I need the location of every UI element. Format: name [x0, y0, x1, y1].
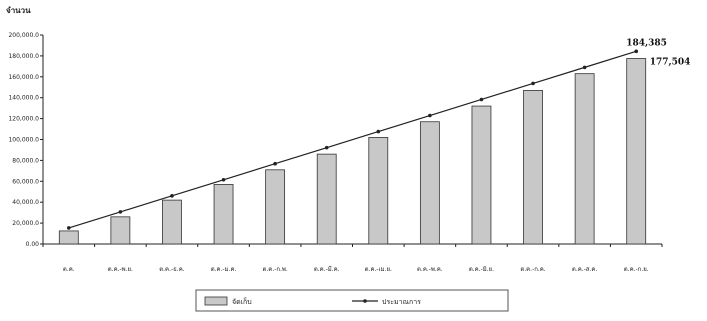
legend-line-marker	[363, 299, 367, 303]
x-tick-label: ต.ค.-ก.ค.	[520, 266, 545, 273]
line-point	[634, 49, 639, 54]
x-tick-label: ต.ค.	[63, 266, 75, 273]
line-point	[376, 129, 381, 134]
bar	[523, 89, 543, 245]
y-tick-label: 100,000.0	[8, 137, 39, 144]
x-tick-label: ต.ค.-พ.ค.	[417, 266, 443, 273]
bar	[265, 169, 286, 245]
y-tick-label: 140,000.0	[8, 95, 39, 102]
x-tick-label: ต.ค.-ธ.ค.	[159, 266, 184, 273]
line-point	[324, 145, 329, 150]
x-tick-label: ต.ค.-ส.ค.	[572, 266, 597, 273]
line-point	[170, 194, 174, 198]
line-point	[221, 177, 226, 182]
y-tick-label: 180,000.0	[8, 53, 39, 60]
bar	[110, 216, 131, 245]
line-point	[531, 81, 535, 86]
line-point	[118, 210, 123, 214]
line-point	[273, 161, 277, 166]
x-tick-label: ต.ค.-ก.พ.	[262, 266, 287, 273]
line-point	[479, 97, 484, 102]
x-axis: ต.ค. ต.ค.-พ.ย. ต.ค.-ธ.ค. ต.ค.-ม.ค. ต.ค.-ก.พ.…	[42, 243, 663, 273]
y-tick-label: 0.00	[26, 241, 40, 248]
line-point	[582, 65, 587, 70]
y-axis: 0.00 20,000.0 40,000.0 60,000.0 80,000.0 100,…	[8, 32, 44, 248]
data-label-projection: 184,385	[626, 38, 667, 48]
projection-line	[68, 50, 637, 229]
line-series	[66, 49, 639, 230]
x-tick-label: ต.ค.-มี.ค.	[314, 265, 340, 273]
bar	[574, 73, 595, 245]
legend-bar-swatch	[204, 296, 228, 306]
y-tick-label: 80,000.0	[12, 157, 39, 164]
legend: จัดเก็บ ประมาณการ	[195, 289, 509, 312]
y-tick-label: 120,000.0	[8, 116, 39, 123]
x-tick-label: ต.ค.-เม.ย.	[365, 266, 392, 273]
x-tick-label: ต.ค.-พ.ย.	[108, 266, 133, 273]
y-axis-label: จำนวน	[6, 5, 31, 15]
legend-line-label: ประมาณการ	[382, 298, 421, 306]
data-label-collected: 177,504	[650, 58, 691, 68]
bar	[368, 137, 389, 245]
bar	[471, 105, 492, 245]
bar	[213, 184, 234, 245]
line-point	[428, 113, 432, 118]
line-point	[66, 226, 71, 230]
y-tick-label: 40,000.0	[12, 199, 39, 206]
y-tick-label: 20,000.0	[12, 220, 39, 227]
x-tick-label: ต.ค.-ก.ย.	[624, 266, 649, 273]
x-tick-label: ต.ค.-มิ.ย.	[469, 266, 494, 273]
y-tick-label: 200,000.0	[8, 32, 39, 39]
bar	[316, 153, 337, 245]
bar	[162, 199, 182, 245]
y-tick-label: 160,000.0	[8, 74, 39, 81]
bar	[419, 121, 440, 245]
x-tick-label: ต.ค.-ม.ค.	[211, 266, 237, 273]
legend-bar-label: จัดเก็บ	[232, 297, 252, 306]
y-tick-label: 60,000.0	[12, 178, 39, 185]
bar	[58, 230, 79, 245]
bar-series	[58, 58, 647, 245]
bar	[626, 58, 647, 245]
